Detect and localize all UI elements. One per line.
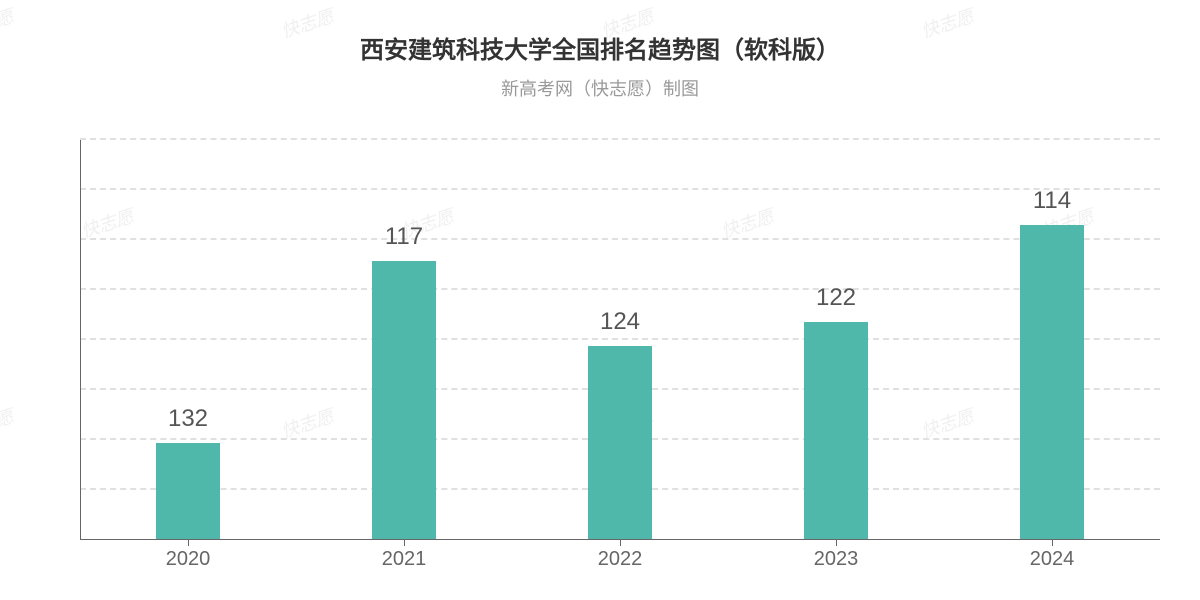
x-tick-label: 2021 [296, 548, 512, 571]
x-tick-mark [404, 540, 405, 546]
bar [804, 322, 869, 540]
y-axis [80, 140, 81, 540]
bar-value-label: 122 [728, 284, 944, 312]
x-tick-label: 2022 [512, 548, 728, 571]
x-tick-mark [1052, 540, 1053, 546]
x-tick-mark [620, 540, 621, 546]
chart-subtitle: 新高考网（快志愿）制图 [0, 75, 1200, 101]
watermark-text: 快志愿 [0, 402, 17, 443]
chart-title: 西安建筑科技大学全国排名趋势图（软科版） [0, 0, 1200, 65]
x-tick-labels: 20202021202220232024 [80, 540, 1160, 580]
gridline [80, 138, 1160, 140]
bar [588, 346, 653, 540]
bar-value-label: 114 [944, 187, 1160, 215]
x-tick-mark [836, 540, 837, 546]
bar [1020, 225, 1085, 540]
bar-value-label: 132 [80, 405, 296, 433]
bar-value-label: 117 [296, 223, 512, 251]
gridline [80, 238, 1160, 240]
gridline [80, 288, 1160, 290]
bar [372, 261, 437, 540]
x-tick-mark [188, 540, 189, 546]
bar [156, 443, 221, 540]
ranking-trend-chart: 快志愿快志愿快志愿快志愿快志愿快志愿快志愿快志愿快志愿快志愿快志愿快志愿快志愿快… [0, 0, 1200, 600]
x-tick-label: 2020 [80, 548, 296, 571]
bar-value-label: 124 [512, 308, 728, 336]
gridline [80, 338, 1160, 340]
plot-area: 132 117 124122 114 [80, 140, 1160, 540]
x-tick-label: 2023 [728, 548, 944, 571]
x-tick-label: 2024 [944, 548, 1160, 571]
